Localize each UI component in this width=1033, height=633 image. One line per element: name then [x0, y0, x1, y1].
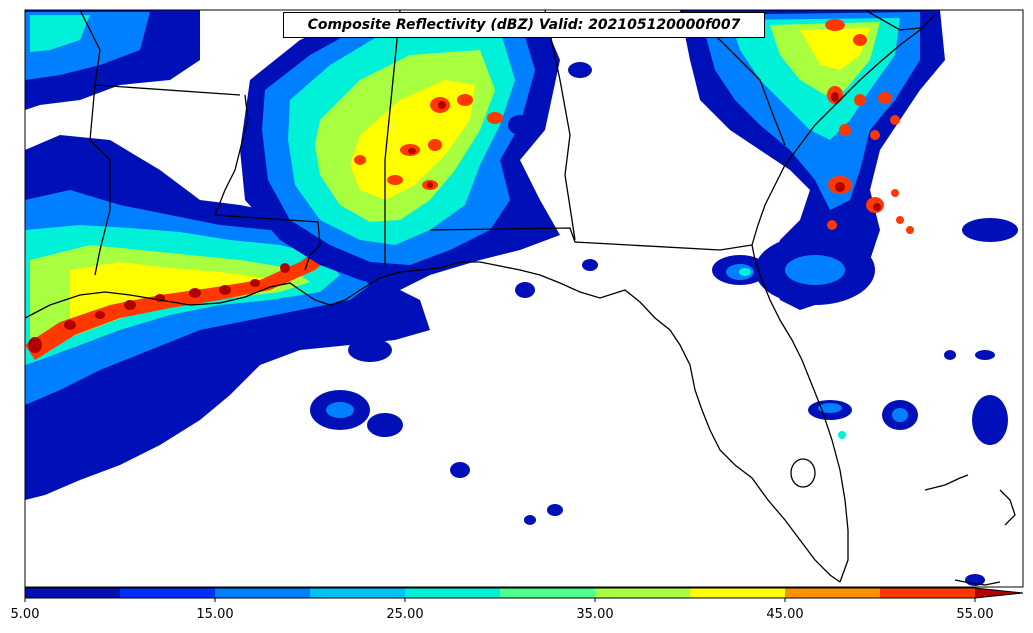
colorbar-bin	[215, 588, 310, 598]
ne-storm-extreme	[831, 92, 881, 211]
colorbar-bin	[595, 588, 690, 598]
colorbar-tick-label: 55.00	[956, 607, 994, 622]
colorbar-bin	[310, 588, 405, 598]
colorbar-extend-triangle	[975, 588, 1023, 598]
carolina-border	[864, 10, 921, 31]
colorbar-outline	[24, 587, 1024, 599]
florida-east-coast	[751, 244, 849, 583]
alabama-georgia-border	[544, 10, 576, 241]
atlantic-coastline	[751, 14, 936, 246]
colorbar-bin	[880, 588, 975, 598]
scattered-cells-cyan	[739, 268, 846, 439]
colorbar-bin	[690, 588, 785, 598]
mississippi-alabama-border	[384, 10, 401, 265]
gulf-coastline	[25, 261, 841, 583]
florida-georgia-border	[429, 227, 753, 251]
colorbar-bin	[785, 588, 880, 598]
mississippi-river	[214, 94, 321, 271]
colorbar-tick-label: 35.00	[576, 607, 614, 622]
colorbar-tick-label: 15.00	[196, 607, 234, 622]
texas-louisiana-border	[89, 84, 111, 276]
colorbar-tick-label: 45.00	[766, 607, 804, 622]
lake-okeechobee	[790, 458, 816, 488]
colorbar-tick-label: 5.00	[10, 607, 40, 622]
colorbar-bin	[25, 588, 120, 598]
map-frame	[24, 9, 1024, 588]
colorbar-tick-label: 25.00	[386, 607, 424, 622]
echo-ne-yellow	[800, 28, 870, 70]
central-storm-extreme	[408, 101, 446, 188]
arkansas-border	[79, 10, 241, 96]
colorbar-bin	[120, 588, 215, 598]
colorbar	[24, 587, 1024, 602]
reflectivity-field	[25, 10, 1018, 586]
echo-nw-cyan	[30, 15, 90, 52]
colorbar-bin	[405, 588, 500, 598]
florida-keys	[954, 579, 1001, 586]
map-title: Composite Reflectivity (dBZ) Valid: 2021…	[283, 12, 765, 38]
bahamas-outline	[924, 474, 969, 491]
colorbar-bin	[500, 588, 595, 598]
